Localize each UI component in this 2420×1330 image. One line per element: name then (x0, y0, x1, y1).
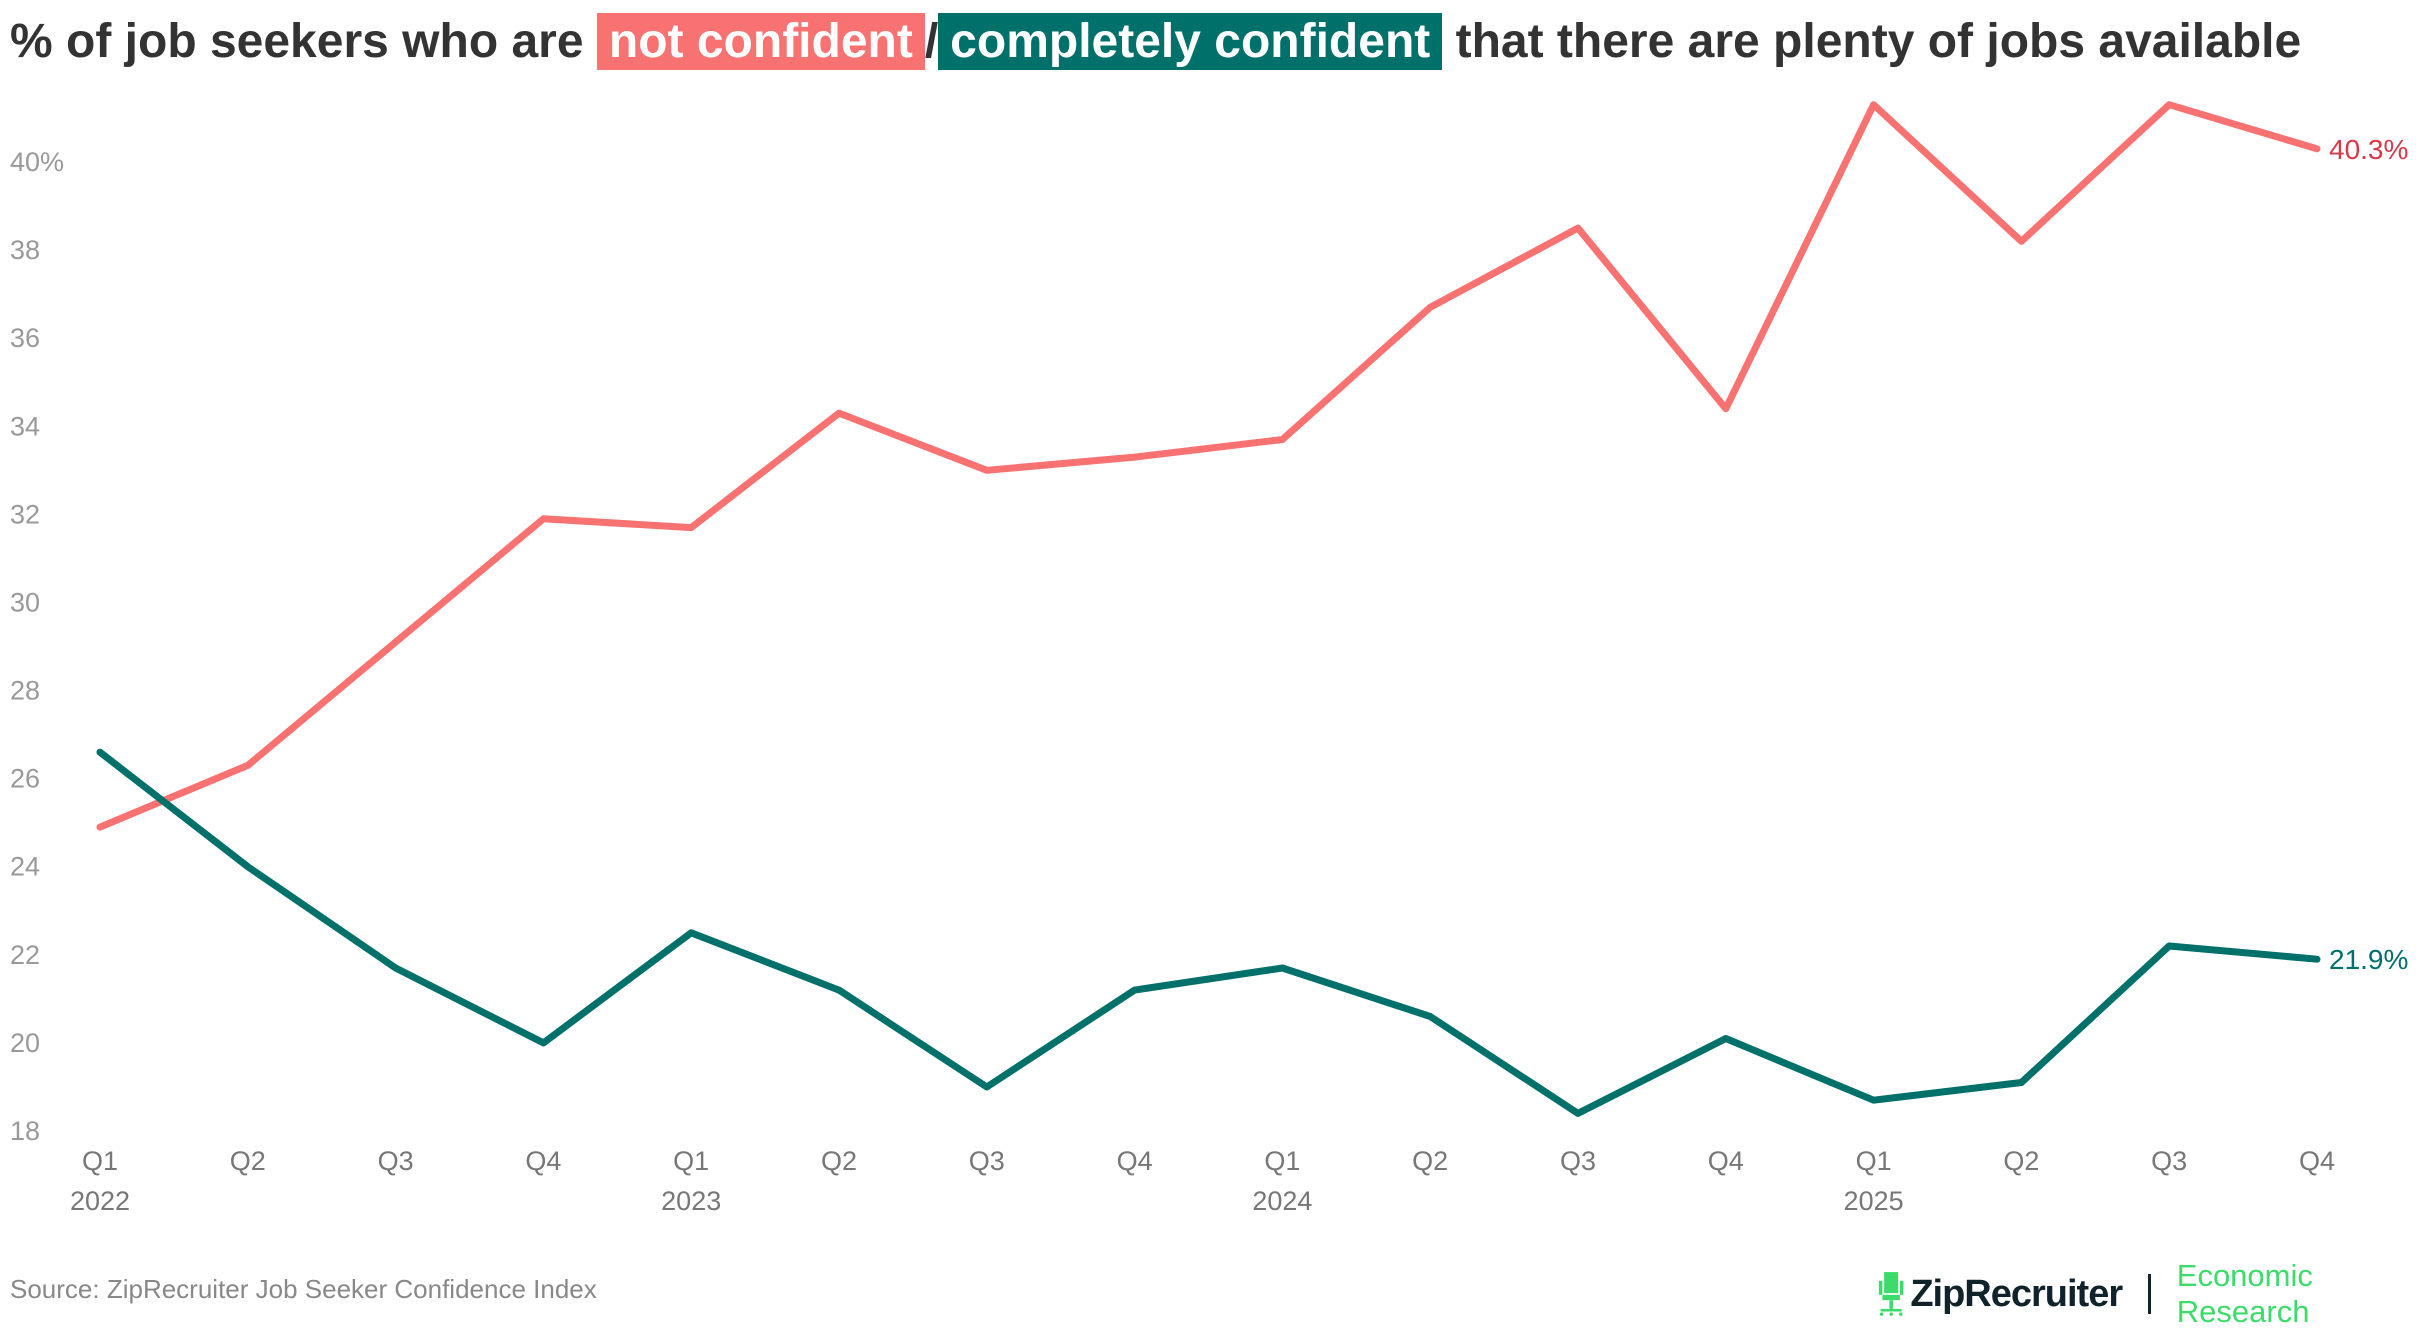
x-year-label: 2023 (661, 1186, 721, 1216)
y-tick-label: 38 (10, 235, 40, 265)
x-tick-label: Q3 (1560, 1146, 1596, 1176)
x-tick-label: Q4 (1708, 1146, 1744, 1176)
y-tick-label: 20 (10, 1028, 40, 1058)
x-tick-label: Q4 (2299, 1146, 2335, 1176)
series-line-completely_confident (100, 752, 2317, 1113)
y-tick-label: 28 (10, 676, 40, 706)
end-label-completely_confident: 21.9% (2329, 944, 2408, 975)
y-tick-label: 18 (10, 1116, 40, 1146)
logo-brand: ZipRecruiter (1910, 1273, 2122, 1316)
x-tick-label: Q4 (1117, 1146, 1153, 1176)
x-tick-label: Q1 (1856, 1146, 1892, 1176)
end-label-not_confident: 40.3% (2329, 134, 2408, 165)
logo-unit: Economic Research (2177, 1258, 2420, 1330)
x-tick-label: Q3 (2151, 1146, 2187, 1176)
x-tick-label: Q3 (378, 1146, 414, 1176)
y-tick-label: 32 (10, 499, 40, 529)
x-tick-label: Q2 (1412, 1146, 1448, 1176)
x-year-label: 2025 (1844, 1186, 1904, 1216)
logo-divider (2148, 1274, 2151, 1314)
y-tick-label: 36 (10, 323, 40, 353)
y-tick-label: 40% (10, 147, 64, 177)
y-tick-label: 22 (10, 940, 40, 970)
x-tick-label: Q2 (2003, 1146, 2039, 1176)
source-note: Source: ZipRecruiter Job Seeker Confiden… (10, 1274, 597, 1305)
y-tick-label: 34 (10, 411, 40, 441)
x-tick-label: Q2 (230, 1146, 266, 1176)
ziprecruiter-logo: ZipRecruiter Economic Research (1878, 1258, 2420, 1330)
chair-icon (1878, 1269, 1904, 1319)
y-tick-label: 30 (10, 587, 40, 617)
x-tick-label: Q2 (821, 1146, 857, 1176)
x-year-label: 2024 (1252, 1186, 1312, 1216)
x-tick-label: Q3 (969, 1146, 1005, 1176)
x-tick-label: Q1 (1264, 1146, 1300, 1176)
x-tick-label: Q4 (525, 1146, 561, 1176)
series-line-not_confident (100, 105, 2317, 827)
y-tick-label: 26 (10, 764, 40, 794)
x-year-label: 2022 (70, 1186, 130, 1216)
x-tick-label: Q1 (82, 1146, 118, 1176)
y-tick-label: 24 (10, 852, 40, 882)
x-tick-label: Q1 (673, 1146, 709, 1176)
